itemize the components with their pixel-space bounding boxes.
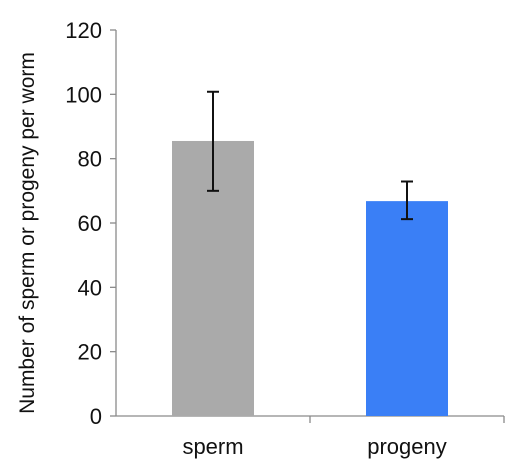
bars [172, 140, 448, 416]
y-axis-title: Number of sperm or progeny per worm [16, 52, 39, 414]
y-tick-label: 20 [78, 340, 102, 365]
bar-progeny [366, 201, 448, 416]
y-tick-label: 120 [65, 18, 102, 43]
y-tick-label: 40 [78, 275, 102, 300]
x-category-label-progeny: progeny [367, 434, 447, 459]
x-axis-ticks [309, 416, 505, 423]
x-axis-labels: sperm progeny [182, 434, 446, 459]
error-bars [207, 90, 413, 221]
y-axis-title-group: Number of sperm or progeny per worm [16, 52, 39, 414]
y-tick-label: 60 [78, 211, 102, 236]
y-tick-label: 100 [65, 82, 102, 107]
y-tick-label: 80 [78, 147, 102, 172]
x-category-label-sperm: sperm [182, 434, 243, 459]
y-tick-label: 0 [90, 404, 102, 429]
y-axis-ticks: 0 20 40 60 80 100 120 [65, 18, 116, 429]
